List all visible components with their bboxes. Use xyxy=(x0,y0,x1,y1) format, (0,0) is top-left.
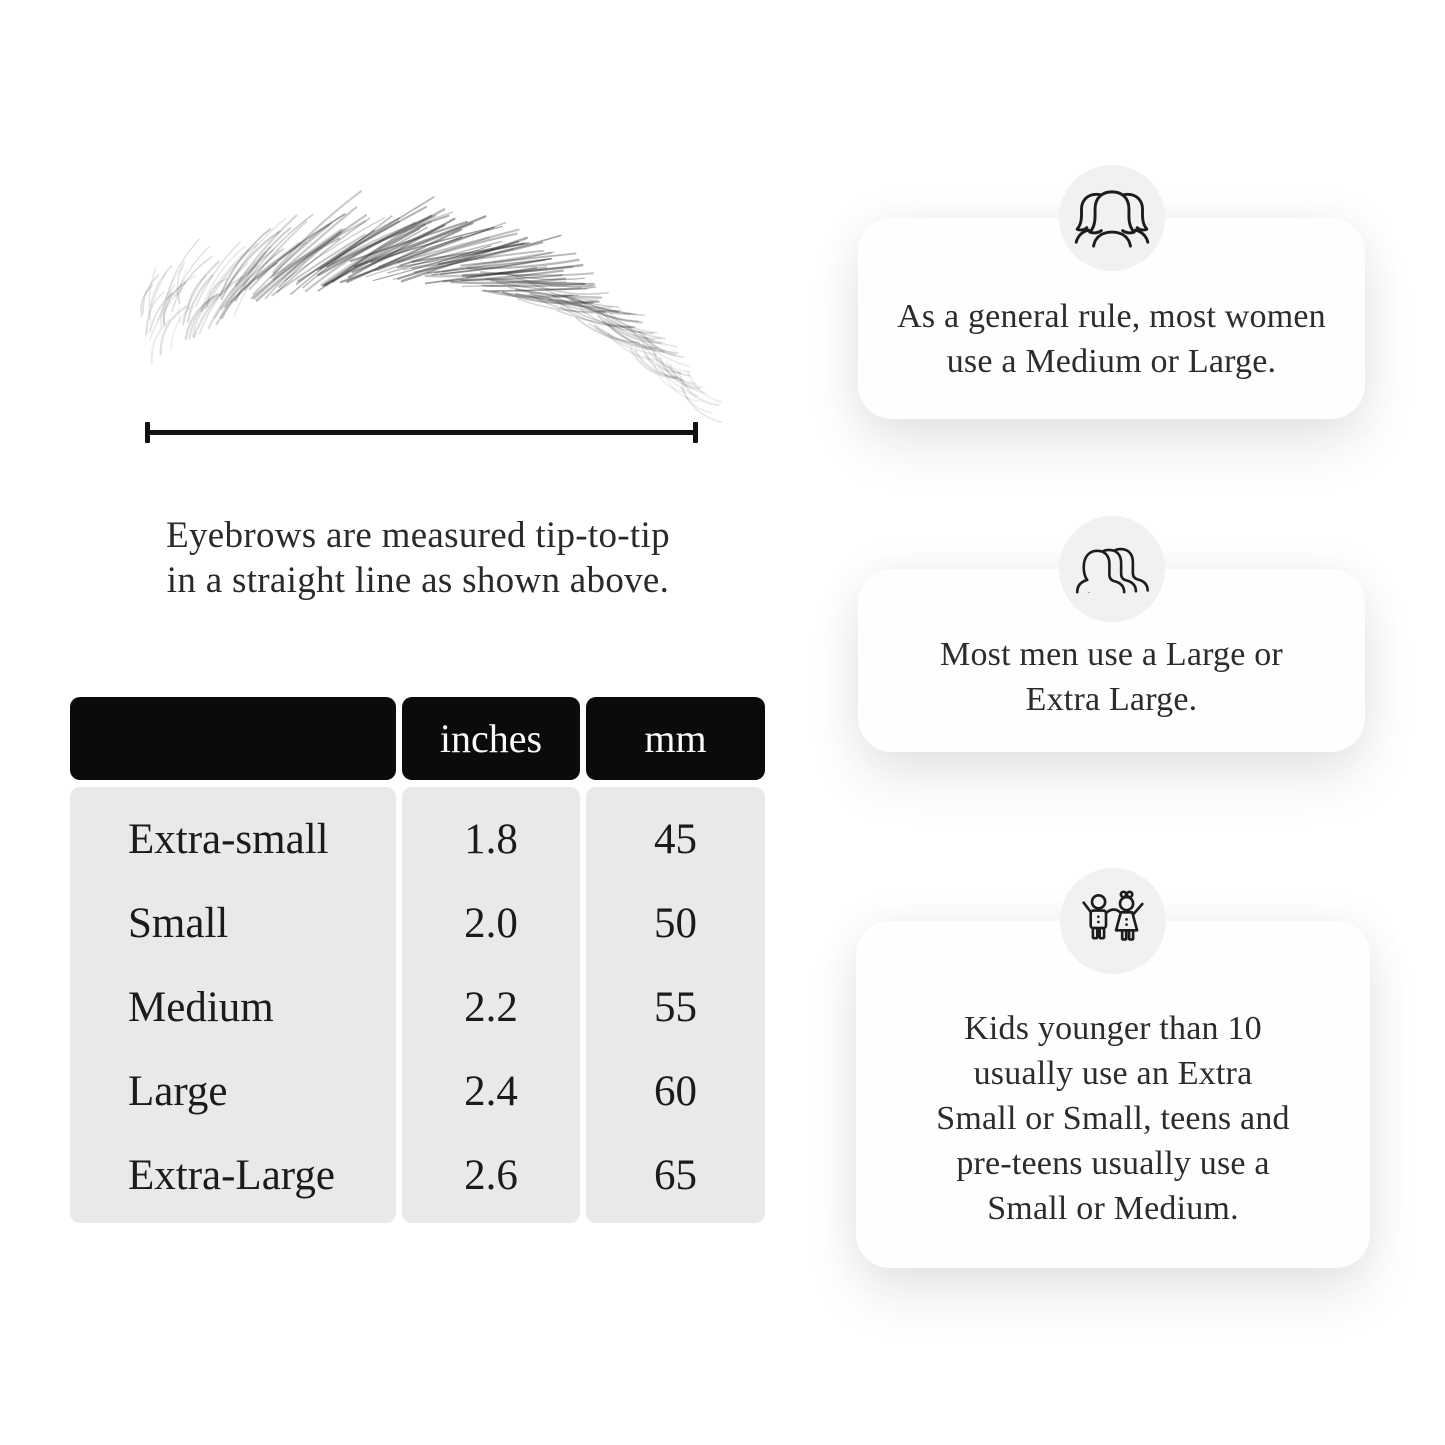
women-group-icon xyxy=(1074,189,1149,248)
card-women: As a general rule, most women use a Medi… xyxy=(858,165,1365,419)
measurement-line-left-tick xyxy=(145,422,150,443)
table-cell-mm: 60 xyxy=(654,1067,697,1115)
table-cell-inches: 1.8 xyxy=(464,815,518,863)
measurement-line xyxy=(145,422,698,443)
table-column-mm: 45 50 55 60 65 xyxy=(586,787,765,1223)
figure-caption-line-2: in a straight line as shown above. xyxy=(166,560,670,601)
table-row-label: Extra-Large xyxy=(128,1151,335,1199)
table-row-label: Small xyxy=(128,899,229,947)
card-men-text: Most men use a Large or Extra Large. xyxy=(940,632,1283,722)
table-cell-mm: 55 xyxy=(654,983,697,1031)
figure-caption: Eyebrows are measured tip-to-tip in a st… xyxy=(68,513,768,603)
eyebrow-illustration xyxy=(140,190,723,423)
measurement-line-right-tick xyxy=(693,422,698,443)
figure-caption-line-1: Eyebrows are measured tip-to-tip xyxy=(166,515,670,556)
table-cell-inches: 2.6 xyxy=(464,1151,518,1199)
table-row-label: Large xyxy=(128,1067,228,1115)
card-text-line: As a general rule, most women xyxy=(897,298,1326,335)
card-text-line: Most men use a Large or xyxy=(940,636,1283,673)
table-cell-mm: 65 xyxy=(654,1151,697,1199)
card-kids: Kids younger than 10 usually use an Extr… xyxy=(856,868,1370,1268)
men-group-icon xyxy=(1075,547,1149,593)
table-header-mm-label: mm xyxy=(644,716,707,761)
women-icon-circle xyxy=(1058,165,1165,271)
card-text-line: Small or Medium. xyxy=(987,1189,1239,1227)
card-text-line: Extra Large. xyxy=(1025,681,1198,718)
table-cell-inches: 2.4 xyxy=(464,1067,518,1115)
card-women-text: As a general rule, most women use a Medi… xyxy=(897,294,1326,384)
table-header-inches-label: inches xyxy=(439,716,543,761)
card-text-line: pre-teens usually use a xyxy=(956,1144,1270,1182)
table-cell-mm: 50 xyxy=(654,899,697,947)
card-text-line: use a Medium or Large. xyxy=(946,343,1277,380)
card-text-line: Kids younger than 10 xyxy=(964,1009,1262,1047)
table-header-mm: mm xyxy=(586,697,765,780)
kids-icon xyxy=(1082,889,1144,941)
table-cell-mm: 45 xyxy=(654,815,697,863)
men-icon-circle xyxy=(1058,516,1165,622)
table-row-label: Medium xyxy=(128,983,274,1031)
card-text-line: usually use an Extra xyxy=(973,1054,1253,1092)
card-men: Most men use a Large or Extra Large. xyxy=(858,516,1365,752)
measurement-line-bar xyxy=(150,430,693,435)
kids-icon-circle xyxy=(1060,868,1166,974)
table-header-sizes xyxy=(70,697,396,780)
card-text-line: Small or Small, teens and xyxy=(936,1099,1290,1137)
table-row-label: Extra-small xyxy=(128,815,329,863)
table-column-inches: 1.8 2.0 2.2 2.4 2.6 xyxy=(402,787,580,1223)
card-kids-text: Kids younger than 10 usually use an Extr… xyxy=(936,1006,1289,1231)
table-column-size-labels: Extra-small Small Medium Large Extra-Lar… xyxy=(70,787,396,1223)
table-cell-inches: 2.0 xyxy=(464,899,518,947)
table-header-inches: inches xyxy=(402,697,580,780)
table-cell-inches: 2.2 xyxy=(464,983,518,1031)
